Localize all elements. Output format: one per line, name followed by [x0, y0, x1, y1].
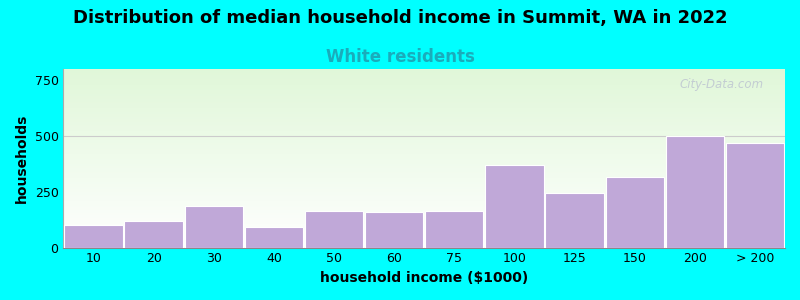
- Bar: [486, 165, 543, 247]
- Y-axis label: households: households: [15, 114, 29, 203]
- Text: Distribution of median household income in Summit, WA in 2022: Distribution of median household income …: [73, 9, 727, 27]
- Text: City-Data.com: City-Data.com: [679, 78, 763, 91]
- X-axis label: household income ($1000): household income ($1000): [320, 271, 528, 285]
- Text: White residents: White residents: [326, 48, 474, 66]
- Bar: [125, 221, 182, 247]
- Bar: [185, 206, 243, 247]
- Bar: [305, 211, 363, 247]
- Bar: [64, 225, 122, 248]
- Bar: [606, 177, 664, 248]
- Bar: [245, 227, 303, 248]
- Bar: [666, 136, 724, 248]
- Bar: [365, 212, 423, 247]
- Bar: [546, 193, 604, 248]
- Bar: [726, 143, 784, 248]
- Bar: [425, 212, 483, 248]
